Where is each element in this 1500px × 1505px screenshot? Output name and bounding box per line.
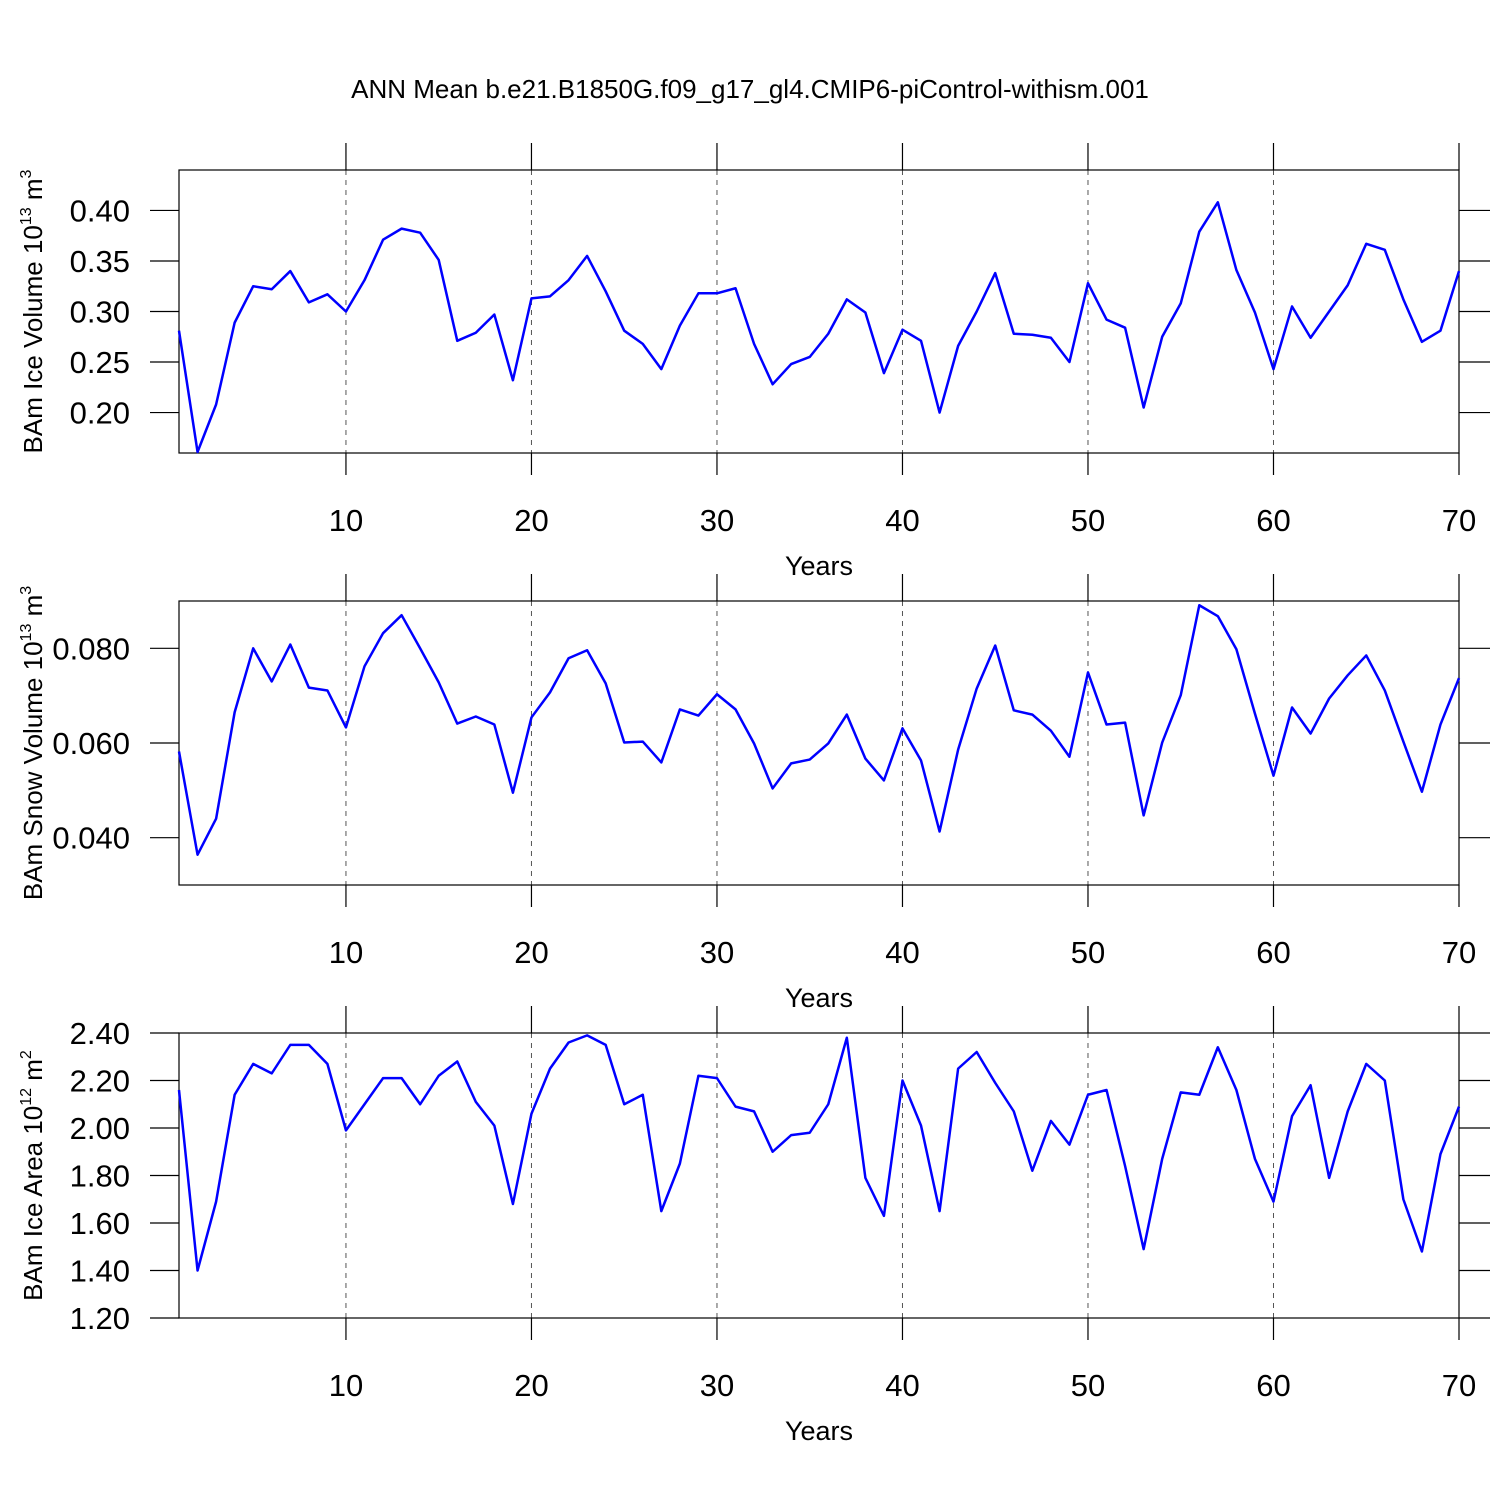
y-tick-label: 0.080 xyxy=(52,631,130,666)
panel: 10 20 30 40 50 60 70 1.20 1.40 1.60 1.80 2.00 2.20 2.… xyxy=(18,1006,1490,1446)
y-tick-label: 0.060 xyxy=(52,726,130,761)
data-line xyxy=(177,604,1461,856)
x-tick-label: 30 xyxy=(700,503,734,538)
y-tick-label: 0.35 xyxy=(70,244,130,279)
y-tick-label: 1.80 xyxy=(70,1159,130,1194)
y-axis-label-exponent: 12 xyxy=(18,1088,35,1106)
x-tick-label: 70 xyxy=(1442,503,1476,538)
y-axis-label-part: m xyxy=(18,595,48,624)
y-axis-label-exponent: 3 xyxy=(18,586,35,595)
x-tick-label: 10 xyxy=(329,503,363,538)
x-tick-label: 10 xyxy=(329,1368,363,1403)
y-axis-label: BAm Snow Volume 1013 m3 xyxy=(18,586,48,900)
x-axis-label: Years xyxy=(785,551,853,581)
x-tick-label: 50 xyxy=(1071,935,1105,970)
y-axis-label-exponent: 13 xyxy=(18,207,35,225)
x-tick-label: 40 xyxy=(885,1368,919,1403)
x-tick-label: 40 xyxy=(885,935,919,970)
y-axis-label-exponent: 3 xyxy=(18,169,35,178)
y-tick-label: 2.40 xyxy=(70,1016,130,1051)
y-axis-label-part: BAm Snow Volume 10 xyxy=(18,641,48,900)
y-tick-label: 0.25 xyxy=(70,345,130,380)
x-tick-label: 60 xyxy=(1256,503,1290,538)
x-tick-label: 60 xyxy=(1256,1368,1290,1403)
x-tick-label: 70 xyxy=(1442,1368,1476,1403)
x-tick-label: 70 xyxy=(1442,935,1476,970)
x-tick-label: 50 xyxy=(1071,503,1105,538)
x-tick-label: 30 xyxy=(700,1368,734,1403)
x-axis-label: Years xyxy=(785,983,853,1013)
y-axis-label-exponent: 13 xyxy=(18,624,35,642)
x-tick-label: 30 xyxy=(700,935,734,970)
plot-frame xyxy=(178,1032,1460,1319)
x-tick-label: 50 xyxy=(1071,1368,1105,1403)
panel: 10 20 30 40 50 60 70 0.20 0.25 0.30 0.35 0.40 Years B… xyxy=(18,143,1490,581)
y-tick-label: 2.20 xyxy=(70,1064,130,1099)
page-title: ANN Mean b.e21.B1850G.f09_g17_gl4.CMIP6-… xyxy=(351,74,1149,104)
y-axis-label: BAm Ice Area 1012 m2 xyxy=(18,1050,48,1301)
x-tick-label: 40 xyxy=(885,503,919,538)
y-axis-label-part: m xyxy=(18,178,48,207)
x-tick-label: 20 xyxy=(514,935,548,970)
x-tick-label: 20 xyxy=(514,503,548,538)
y-tick-label: 0.040 xyxy=(52,821,130,856)
y-axis-label-part: BAm Ice Area 10 xyxy=(18,1106,48,1301)
data-line xyxy=(177,1034,1461,1272)
x-tick-label: 60 xyxy=(1256,935,1290,970)
y-axis-label-part: m xyxy=(18,1059,48,1088)
y-tick-label: 0.30 xyxy=(70,295,130,330)
y-axis-label-part: BAm Ice Volume 10 xyxy=(18,225,48,453)
plot-frame xyxy=(178,169,1460,454)
y-axis-label-exponent: 2 xyxy=(18,1050,35,1059)
y-tick-label: 0.20 xyxy=(70,396,130,431)
y-tick-label: 1.40 xyxy=(70,1254,130,1289)
y-tick-label: 0.40 xyxy=(70,193,130,228)
y-tick-label: 2.00 xyxy=(70,1111,130,1146)
data-line xyxy=(177,201,1461,454)
x-tick-label: 10 xyxy=(329,935,363,970)
x-tick-label: 20 xyxy=(514,1368,548,1403)
panel: 10 20 30 40 50 60 70 0.040 0.060 0.080 Years BAm Sn… xyxy=(18,574,1490,1013)
plot-frame xyxy=(178,600,1460,886)
y-axis-label: BAm Ice Volume 1013 m3 xyxy=(18,169,48,453)
y-tick-label: 1.20 xyxy=(70,1301,130,1336)
x-axis-label: Years xyxy=(785,1416,853,1446)
y-tick-label: 1.60 xyxy=(70,1206,130,1241)
